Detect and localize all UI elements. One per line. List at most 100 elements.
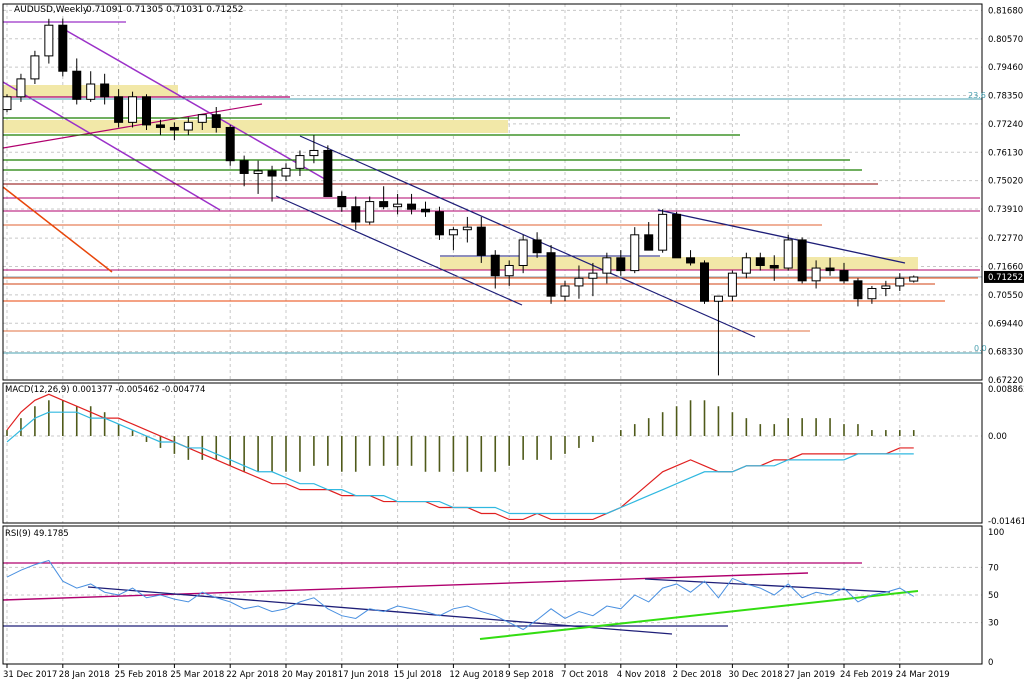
candle-body <box>546 252 556 297</box>
candle <box>727 270 737 302</box>
candle <box>225 124 235 166</box>
candle <box>44 18 54 64</box>
candle-body <box>490 254 500 277</box>
candle-body <box>532 239 542 254</box>
candle <box>183 117 193 136</box>
candle <box>630 227 640 274</box>
candle <box>86 71 96 102</box>
candle <box>490 250 500 289</box>
candle <box>434 206 444 240</box>
y-tick-label: 0.79460 <box>988 63 1023 73</box>
candle <box>295 150 305 177</box>
candle-body <box>30 55 40 80</box>
candle-body <box>797 239 807 282</box>
candle-body <box>434 211 444 236</box>
candle-body <box>741 257 751 274</box>
candle <box>811 260 821 289</box>
macd-y-tick-label: 0.008862 <box>988 385 1024 395</box>
candle-body <box>407 203 417 210</box>
candle-body <box>686 257 696 264</box>
fib-label-23: 23.6 <box>968 91 986 100</box>
candle-body <box>448 229 458 236</box>
rsi-y-tick-label: 70 <box>988 563 999 573</box>
x-tick-label: 24 Mar 2019 <box>896 670 950 680</box>
channel-line <box>275 195 523 306</box>
y-tick-label: 0.67220 <box>988 376 1023 386</box>
candle <box>462 216 472 243</box>
candle-body <box>337 195 347 208</box>
rsi-y-tick-label: 50 <box>988 591 999 601</box>
candle <box>713 295 723 376</box>
candle <box>100 73 110 105</box>
x-tick-label: 30 Dec 2018 <box>728 670 782 680</box>
candle-body <box>811 267 821 282</box>
candle-body <box>825 267 835 272</box>
candle <box>169 122 179 141</box>
candle <box>30 50 40 85</box>
candle-body <box>783 239 793 269</box>
candle-body <box>281 167 291 177</box>
candle <box>211 107 221 133</box>
pane-frame-rsi <box>2 525 983 665</box>
candle <box>239 155 249 187</box>
rsi-trend-line <box>3 572 809 601</box>
candle-body <box>518 239 528 266</box>
candle <box>267 165 277 202</box>
candle <box>839 262 849 284</box>
candle-body <box>72 70 82 100</box>
y-tick-label: 0.71660 <box>988 263 1023 273</box>
candle <box>769 255 779 281</box>
candle <box>867 285 877 304</box>
candle-body <box>909 276 919 282</box>
candle-body <box>504 264 514 277</box>
candle-body <box>700 262 709 302</box>
candle <box>518 234 528 274</box>
rsi-trend-line <box>479 590 919 640</box>
y-tick-label: 0.70550 <box>988 291 1023 301</box>
current-price-tag <box>984 270 1024 283</box>
candle-body <box>713 295 723 302</box>
candle-body <box>211 114 221 128</box>
candle-body <box>588 272 598 279</box>
candle <box>323 145 333 197</box>
y-tick-label: 0.77240 <box>988 120 1023 130</box>
candle-body <box>365 201 375 223</box>
candle-body <box>560 285 570 297</box>
rsi-trend-line <box>644 578 891 593</box>
candle <box>825 257 835 276</box>
candle-body <box>16 78 26 98</box>
candle <box>532 232 542 258</box>
chart-title: AUDUSD,Weekly <box>14 5 89 15</box>
candle <box>58 18 68 77</box>
candle <box>448 227 458 251</box>
candle-body <box>295 155 305 169</box>
candle-body <box>895 277 905 287</box>
candle-body <box>867 287 877 300</box>
candle <box>16 73 26 102</box>
candle <box>197 114 207 131</box>
candle <box>546 245 556 304</box>
candle-body <box>644 234 654 251</box>
channel-line <box>3 81 221 211</box>
candle <box>253 160 263 194</box>
x-tick-label: 2 Dec 2018 <box>673 670 722 680</box>
candle-body <box>323 149 333 197</box>
macd-y-tick-label: -0.01461 <box>988 517 1024 527</box>
pane-frame-main <box>2 3 983 381</box>
candle-body <box>225 126 235 162</box>
candle-body <box>155 124 165 128</box>
candle-body <box>239 160 249 174</box>
rsi-y-tick-label: 0 <box>988 658 993 668</box>
candle-body <box>351 206 361 223</box>
candle-body <box>128 96 138 123</box>
x-tick-label: 31 Dec 2017 <box>3 670 57 680</box>
trend-line <box>3 186 113 273</box>
candle <box>755 252 765 271</box>
y-tick-label: 0.68330 <box>988 348 1023 358</box>
candle-body <box>44 24 54 57</box>
rsi-title: RSI(9) 49.1785 <box>5 529 69 539</box>
fib-label-0: 0.0 <box>974 344 987 353</box>
candle <box>700 260 709 304</box>
macd-title: MACD(12,26,9) 0.001377 -0.005462 -0.0047… <box>5 385 205 395</box>
candle-body <box>100 83 110 98</box>
